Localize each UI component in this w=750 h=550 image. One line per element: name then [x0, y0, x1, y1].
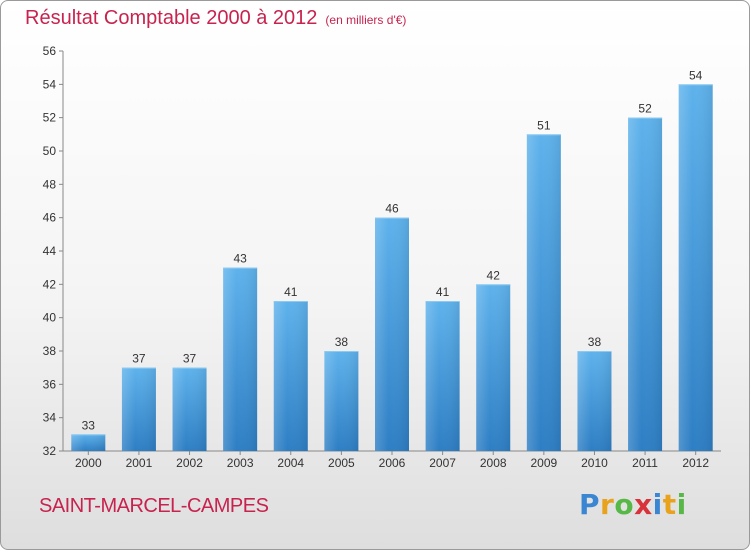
- data-label: 37: [132, 352, 146, 366]
- bar-shade: [71, 434, 106, 451]
- y-tick-label: 46: [43, 211, 57, 225]
- proxiti-logo: Proxiti: [579, 488, 687, 521]
- chart-title: Résultat Comptable 2000 à 2012 (en millie…: [25, 7, 406, 30]
- y-tick-label: 54: [43, 77, 57, 91]
- y-tick-label: 52: [43, 111, 57, 125]
- x-tick-label: 2007: [429, 456, 456, 470]
- x-tick-label: 2001: [126, 456, 153, 470]
- chart-subtitle: (en milliers d'€): [325, 13, 407, 27]
- logo-letter: r: [600, 488, 615, 521]
- logo-letter: o: [614, 488, 635, 521]
- data-label: 38: [335, 335, 349, 349]
- logo-letter: i: [676, 488, 687, 521]
- commune-name: SAINT-MARCEL-CAMPES: [39, 495, 269, 517]
- logo-letter: i: [652, 488, 663, 521]
- bar-shade: [324, 351, 359, 451]
- x-tick-label: 2003: [227, 456, 254, 470]
- bar-shade: [678, 84, 713, 451]
- bar-shade: [526, 134, 561, 452]
- x-tick-label: 2008: [480, 456, 507, 470]
- y-tick-label: 34: [43, 411, 57, 425]
- y-tick-label: 44: [43, 244, 57, 258]
- data-label: 37: [183, 352, 197, 366]
- data-label: 51: [537, 118, 551, 132]
- x-tick-label: 2004: [277, 456, 304, 470]
- bar-shade: [628, 117, 663, 452]
- y-tick-label: 32: [43, 444, 57, 458]
- data-label: 54: [689, 68, 703, 82]
- y-tick-label: 50: [43, 144, 57, 158]
- y-tick-label: 40: [43, 311, 57, 325]
- y-tick-label: 42: [43, 277, 57, 291]
- bar-shade: [577, 351, 612, 451]
- data-label: 43: [233, 252, 247, 266]
- x-tick-label: 2009: [530, 456, 557, 470]
- y-tick-label: 48: [43, 177, 57, 191]
- bar-shade: [425, 301, 460, 451]
- x-tick-label: 2005: [328, 456, 355, 470]
- bar-shade: [121, 367, 156, 451]
- x-tick-label: 2012: [682, 456, 709, 470]
- x-tick-label: 2006: [379, 456, 406, 470]
- bar-shade: [172, 367, 207, 451]
- data-label: 33: [82, 418, 96, 432]
- x-tick-label: 2011: [632, 456, 658, 470]
- logo-letter: x: [634, 488, 653, 521]
- y-tick-label: 56: [43, 44, 57, 58]
- chart-title-text: Résultat Comptable 2000 à 2012: [25, 7, 318, 29]
- data-label: 42: [487, 268, 501, 282]
- logo-letter: t: [662, 488, 677, 521]
- bar-shade: [476, 284, 511, 451]
- data-label: 41: [436, 285, 450, 299]
- x-tick-label: 2000: [75, 456, 102, 470]
- y-tick-label: 38: [43, 344, 57, 358]
- data-label: 46: [385, 202, 399, 216]
- y-tick-label: 36: [43, 377, 57, 391]
- x-tick-label: 2002: [176, 456, 203, 470]
- data-label: 38: [588, 335, 602, 349]
- data-label: 41: [284, 285, 298, 299]
- data-labels: 33 37 37 43 41 38 46 41 42 51 38 52 54: [82, 68, 703, 432]
- data-label: 52: [638, 102, 652, 116]
- bar-shade: [273, 301, 308, 451]
- logo-letter: P: [579, 488, 601, 521]
- bar-shade: [223, 267, 258, 451]
- x-tick-label: 2010: [581, 456, 608, 470]
- bar-shade: [375, 217, 409, 451]
- bars: [71, 84, 713, 452]
